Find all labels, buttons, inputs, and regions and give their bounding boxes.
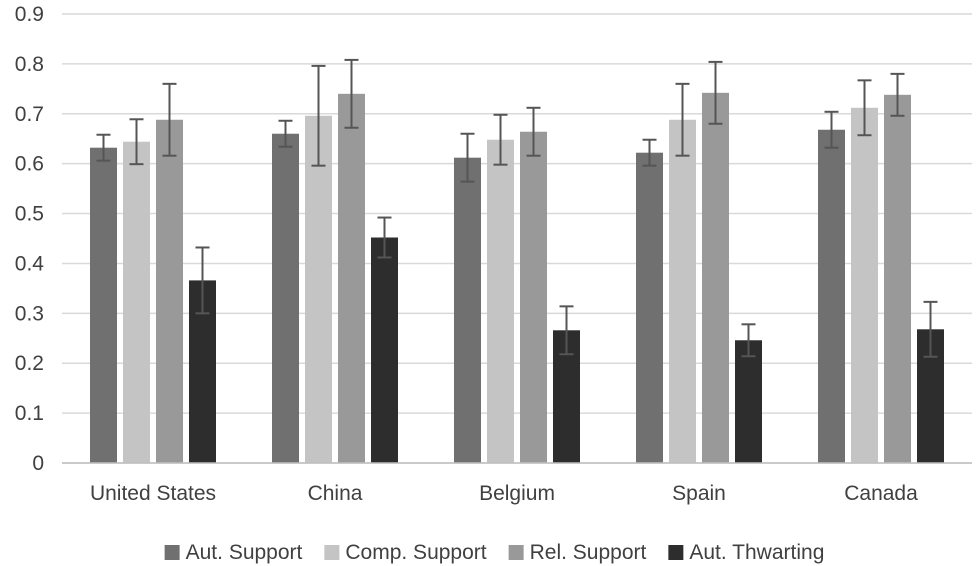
bar-aut-support (636, 152, 663, 464)
y-tick-label: 0.7 (15, 103, 44, 126)
legend-label: Aut. Thwarting (689, 541, 824, 564)
x-tick-label: Canada (844, 482, 918, 505)
bar-rel-support (702, 92, 729, 463)
legend-swatch (668, 545, 684, 560)
y-tick-label: 0.1 (15, 402, 44, 425)
bar-comp-support (305, 115, 332, 464)
y-tick-label: 0.6 (15, 153, 44, 176)
legend-swatch (164, 545, 180, 560)
legend: Aut. Support Comp. Support Rel. Support Aut… (164, 541, 824, 564)
legend-swatch (324, 545, 340, 560)
x-tick-label: United States (90, 482, 216, 505)
y-tick-label: 0 (32, 452, 44, 475)
bar-comp-support (851, 107, 878, 464)
bar-comp-support (487, 139, 514, 463)
y-tick-label: 0.4 (15, 252, 45, 275)
bar-comp-support (669, 119, 696, 464)
bar-rel-support (338, 93, 365, 464)
bar-rel-support (884, 94, 911, 463)
legend-item: Rel. Support (508, 541, 647, 564)
legend-label: Comp. Support (345, 541, 486, 564)
bar-aut-thwarting (371, 237, 398, 463)
bar-aut-thwarting (735, 340, 762, 463)
bar-rel-support (520, 131, 547, 463)
legend-item: Aut. Support (164, 541, 303, 564)
legend-label: Aut. Support (186, 541, 303, 564)
x-tick-label: China (308, 482, 363, 505)
legend-swatch (508, 545, 524, 560)
bar-comp-support (123, 141, 150, 463)
x-tick-label: Belgium (479, 482, 555, 505)
bar-aut-support (818, 129, 845, 463)
legend-item: Aut. Thwarting (668, 541, 824, 564)
bar-aut-support (90, 147, 117, 464)
x-tick-label: Spain (672, 482, 726, 505)
legend-item: Comp. Support (324, 541, 487, 564)
bar-aut-support (272, 133, 299, 463)
y-tick-label: 0.3 (15, 302, 44, 325)
y-tick-label: 0.9 (15, 3, 44, 26)
y-tick-label: 0.5 (15, 203, 44, 226)
legend-label: Rel. Support (530, 541, 647, 564)
y-tick-label: 0.8 (15, 53, 44, 76)
y-tick-label: 0.2 (15, 352, 44, 375)
bar-aut-support (454, 157, 481, 463)
bar-rel-support (156, 119, 183, 464)
